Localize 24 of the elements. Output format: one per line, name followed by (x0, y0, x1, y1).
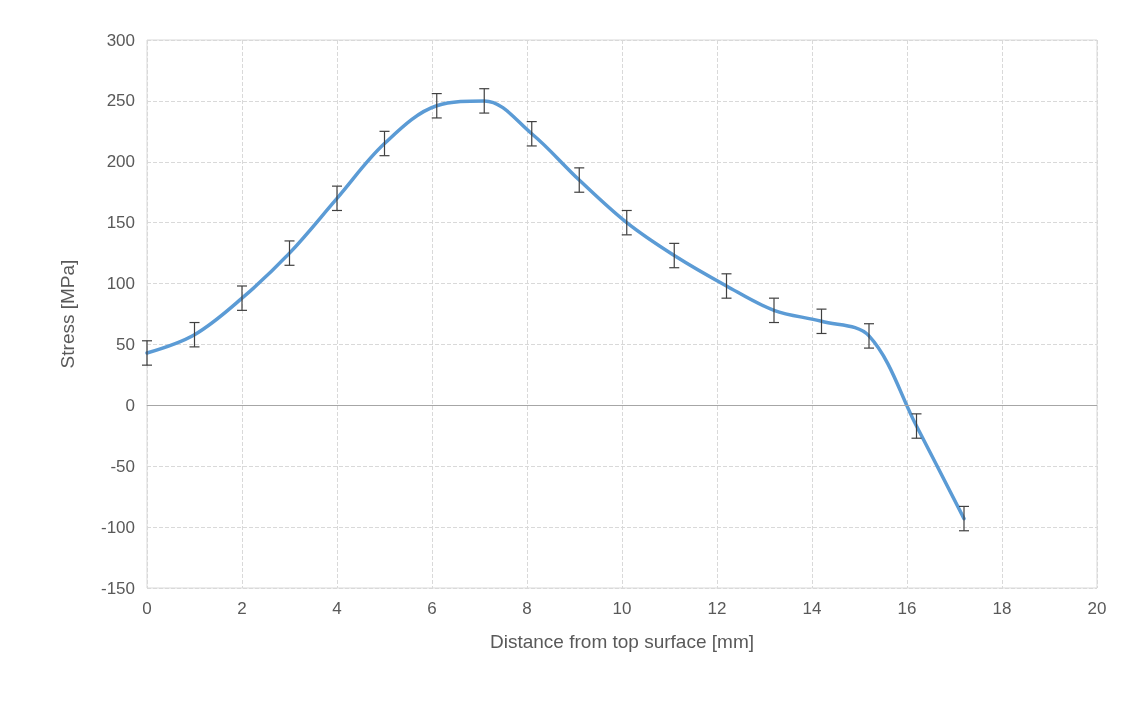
y-tick-label: -100 (100, 517, 135, 537)
y-tick-label: 150 (106, 213, 135, 233)
x-tick-label: 12 (707, 599, 727, 618)
y-tick-label: 250 (106, 91, 135, 111)
x-tick-label: 2 (237, 599, 247, 618)
y-axis-title: Stress [MPa] (57, 259, 78, 369)
x-tick-label: 4 (332, 599, 342, 618)
x-tick-label: 16 (897, 599, 917, 618)
x-tick-label: 20 (1087, 599, 1107, 618)
x-tick-label: 0 (142, 599, 152, 618)
x-axis-title: Distance from top surface [mm] (490, 631, 754, 652)
x-tick-label: 18 (992, 599, 1012, 618)
x-tick-label: 14 (802, 599, 822, 618)
x-tick-label: 6 (427, 599, 437, 618)
y-tick-label: -50 (110, 456, 135, 476)
y-tick-label: 100 (106, 274, 135, 294)
line-series (145, 99, 966, 521)
y-tick-label: 0 (125, 395, 135, 415)
y-tick-label: -150 (100, 578, 135, 598)
x-tick-label: 10 (612, 599, 632, 618)
y-tick-label: 200 (106, 152, 135, 172)
x-tick-label: 8 (522, 599, 532, 618)
y-tick-label: 300 (106, 30, 135, 50)
y-tick-label: 50 (116, 334, 135, 354)
